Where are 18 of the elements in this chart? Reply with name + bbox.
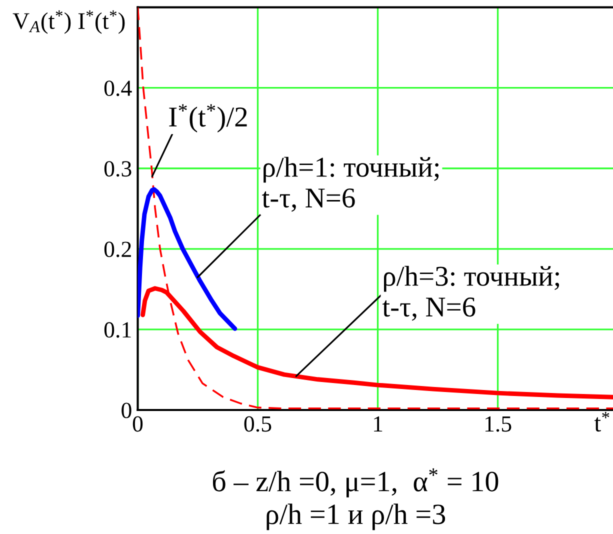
text: V$_{A}$(t$^{*}$) I$^{*}$(t$^{*}$) [12,10,125,34]
x-axis-title: t$^{*}$ [594,412,610,432]
x-tick-label: 1 [374,416,382,432]
y-tick-label: 0.1 [104,322,131,338]
x-tick-label: 1.5 [485,416,512,432]
text: б – z/h =0, μ=1, α$^{*}$ = 10 [212,468,498,498]
x-tick-label: 0 [132,416,143,432]
annotation: ρ/h=1: точный; t-τ, N=6 [262,156,439,212]
text: ρ/h =1 и ρ/h =3 [266,504,446,530]
y-tick-label: 0.3 [104,161,132,177]
line-series [138,187,238,331]
annotation: I$^{*}$(t$^{*}$)/2 [169,104,247,132]
x-tick-label: 0.5 [244,416,272,432]
y-tick-label: 0 [122,402,132,418]
line-series [138,7,613,410]
annotation: ρ/h=3: точный; t-τ, N=6 [382,266,560,321]
y-tick-label: 0.2 [104,242,131,258]
y-tick-label: 0.4 [104,80,132,96]
